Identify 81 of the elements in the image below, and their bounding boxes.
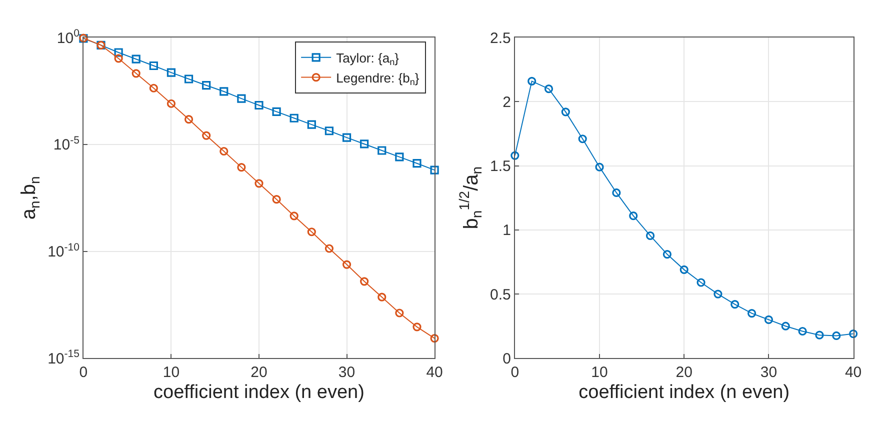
point bbox=[412, 322, 422, 332]
y-tick-label: 10$^{-10}$ bbox=[48, 241, 80, 261]
point bbox=[714, 290, 722, 298]
point bbox=[132, 69, 140, 78]
point bbox=[510, 151, 520, 160]
point bbox=[849, 330, 858, 338]
point bbox=[430, 166, 439, 174]
point bbox=[272, 195, 281, 204]
x-tick-label: 40 bbox=[426, 364, 443, 382]
x-tick-label: 10 bbox=[591, 364, 608, 382]
x-tick-label: 10 bbox=[162, 364, 180, 382]
y-tick-label: 0.5 bbox=[490, 286, 511, 304]
point bbox=[646, 231, 655, 240]
y-tick-label: 10$^{-5}$ bbox=[53, 134, 80, 154]
point bbox=[561, 108, 570, 116]
point bbox=[237, 94, 246, 103]
legend-label: Taylor: {a$_{n}$} bbox=[336, 50, 400, 68]
point bbox=[272, 107, 281, 116]
point bbox=[132, 54, 140, 64]
y-tick-label: 2 bbox=[502, 94, 511, 111]
point bbox=[360, 140, 369, 148]
point bbox=[166, 99, 176, 108]
point bbox=[184, 114, 194, 124]
point bbox=[815, 330, 824, 340]
point bbox=[730, 300, 740, 309]
point bbox=[798, 326, 807, 336]
point bbox=[324, 126, 334, 136]
point bbox=[680, 265, 688, 274]
point bbox=[202, 131, 211, 140]
point bbox=[307, 228, 316, 236]
point bbox=[254, 100, 264, 110]
point bbox=[412, 159, 422, 168]
point bbox=[544, 84, 554, 94]
point bbox=[184, 74, 194, 84]
point bbox=[202, 81, 211, 90]
point bbox=[781, 322, 790, 330]
point bbox=[114, 54, 123, 63]
y-tick-label: 1 bbox=[502, 222, 511, 240]
x-tick-label: 30 bbox=[338, 364, 356, 382]
y-tick-label: 0 bbox=[502, 350, 511, 368]
point bbox=[662, 250, 672, 259]
point bbox=[254, 179, 264, 188]
point bbox=[378, 292, 386, 302]
x-axis-title: coefficient index (n even) bbox=[154, 382, 364, 403]
point bbox=[220, 146, 228, 156]
point bbox=[764, 315, 774, 324]
point bbox=[360, 277, 369, 286]
point bbox=[342, 133, 352, 142]
point bbox=[528, 76, 536, 86]
point bbox=[747, 308, 756, 318]
point bbox=[395, 308, 404, 318]
y-tick-label: 10$^{-15}$ bbox=[48, 348, 80, 368]
point bbox=[395, 152, 404, 162]
point bbox=[166, 68, 176, 77]
point bbox=[149, 61, 158, 70]
point bbox=[237, 163, 246, 172]
point bbox=[378, 146, 386, 155]
point bbox=[290, 212, 298, 220]
point bbox=[578, 134, 587, 144]
x-tick-label: 20 bbox=[676, 364, 692, 382]
point bbox=[290, 114, 298, 122]
point bbox=[324, 244, 334, 253]
y-tick-label: 1.5 bbox=[490, 158, 511, 176]
point bbox=[114, 48, 123, 57]
x-tick-label: 30 bbox=[760, 364, 778, 382]
point bbox=[696, 278, 706, 287]
point bbox=[307, 120, 316, 129]
point bbox=[220, 87, 228, 96]
point bbox=[832, 331, 841, 340]
x-tick-label: 40 bbox=[844, 364, 862, 382]
y-tick-label: 2.5 bbox=[490, 30, 511, 47]
point bbox=[342, 260, 352, 269]
point bbox=[430, 334, 439, 343]
point bbox=[629, 212, 638, 220]
x-axis-title: coefficient index (n even) bbox=[578, 382, 790, 403]
x-tick-label: 20 bbox=[250, 364, 268, 382]
point bbox=[612, 188, 621, 198]
legend-label: Legendre: {b$_{n}$} bbox=[336, 70, 420, 88]
point bbox=[149, 84, 158, 92]
point bbox=[595, 162, 604, 172]
y-tick-label: 10$^{0}$ bbox=[56, 28, 80, 47]
